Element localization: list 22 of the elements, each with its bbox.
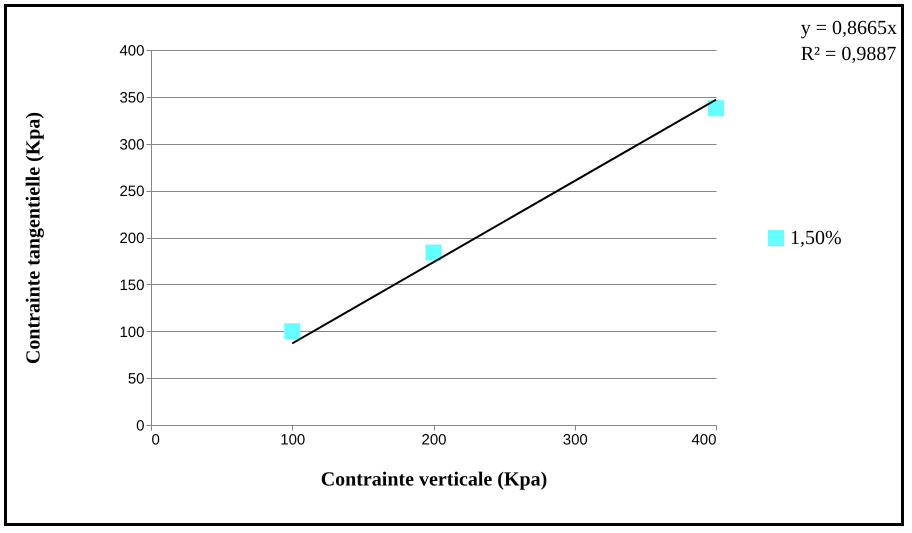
y-tick-label: 250 [119, 183, 144, 200]
y-tick-label: 350 [119, 89, 144, 106]
text: y = 0,8665x [800, 16, 897, 41]
x-axis-title: Contrainte verticale (Kpa) [320, 468, 548, 490]
legend-label: 1,50% [790, 227, 842, 249]
x-tick-label: 0 [152, 432, 160, 448]
x-tick-label: 200 [421, 432, 447, 448]
text: R² = 0,9887 [800, 42, 897, 67]
x-tick-label: 100 [280, 432, 306, 448]
point [284, 323, 300, 340]
y-tick-label: 50 [128, 370, 144, 388]
y-tick-label: 0 [136, 418, 144, 434]
x-tick-label: 300 [562, 432, 588, 448]
y-tick-label: 300 [119, 136, 144, 154]
y-tick-label: 150 [119, 276, 144, 294]
point [425, 244, 442, 261]
point [708, 100, 724, 116]
x-tick-label: 400 [691, 432, 716, 448]
y-tick-label: 400 [119, 42, 144, 60]
y-tick-label: 200 [119, 230, 144, 247]
y-axis-title: Contrainte tangentielle (Kpa) [22, 112, 44, 364]
y-tick-label: 100 [119, 324, 144, 341]
